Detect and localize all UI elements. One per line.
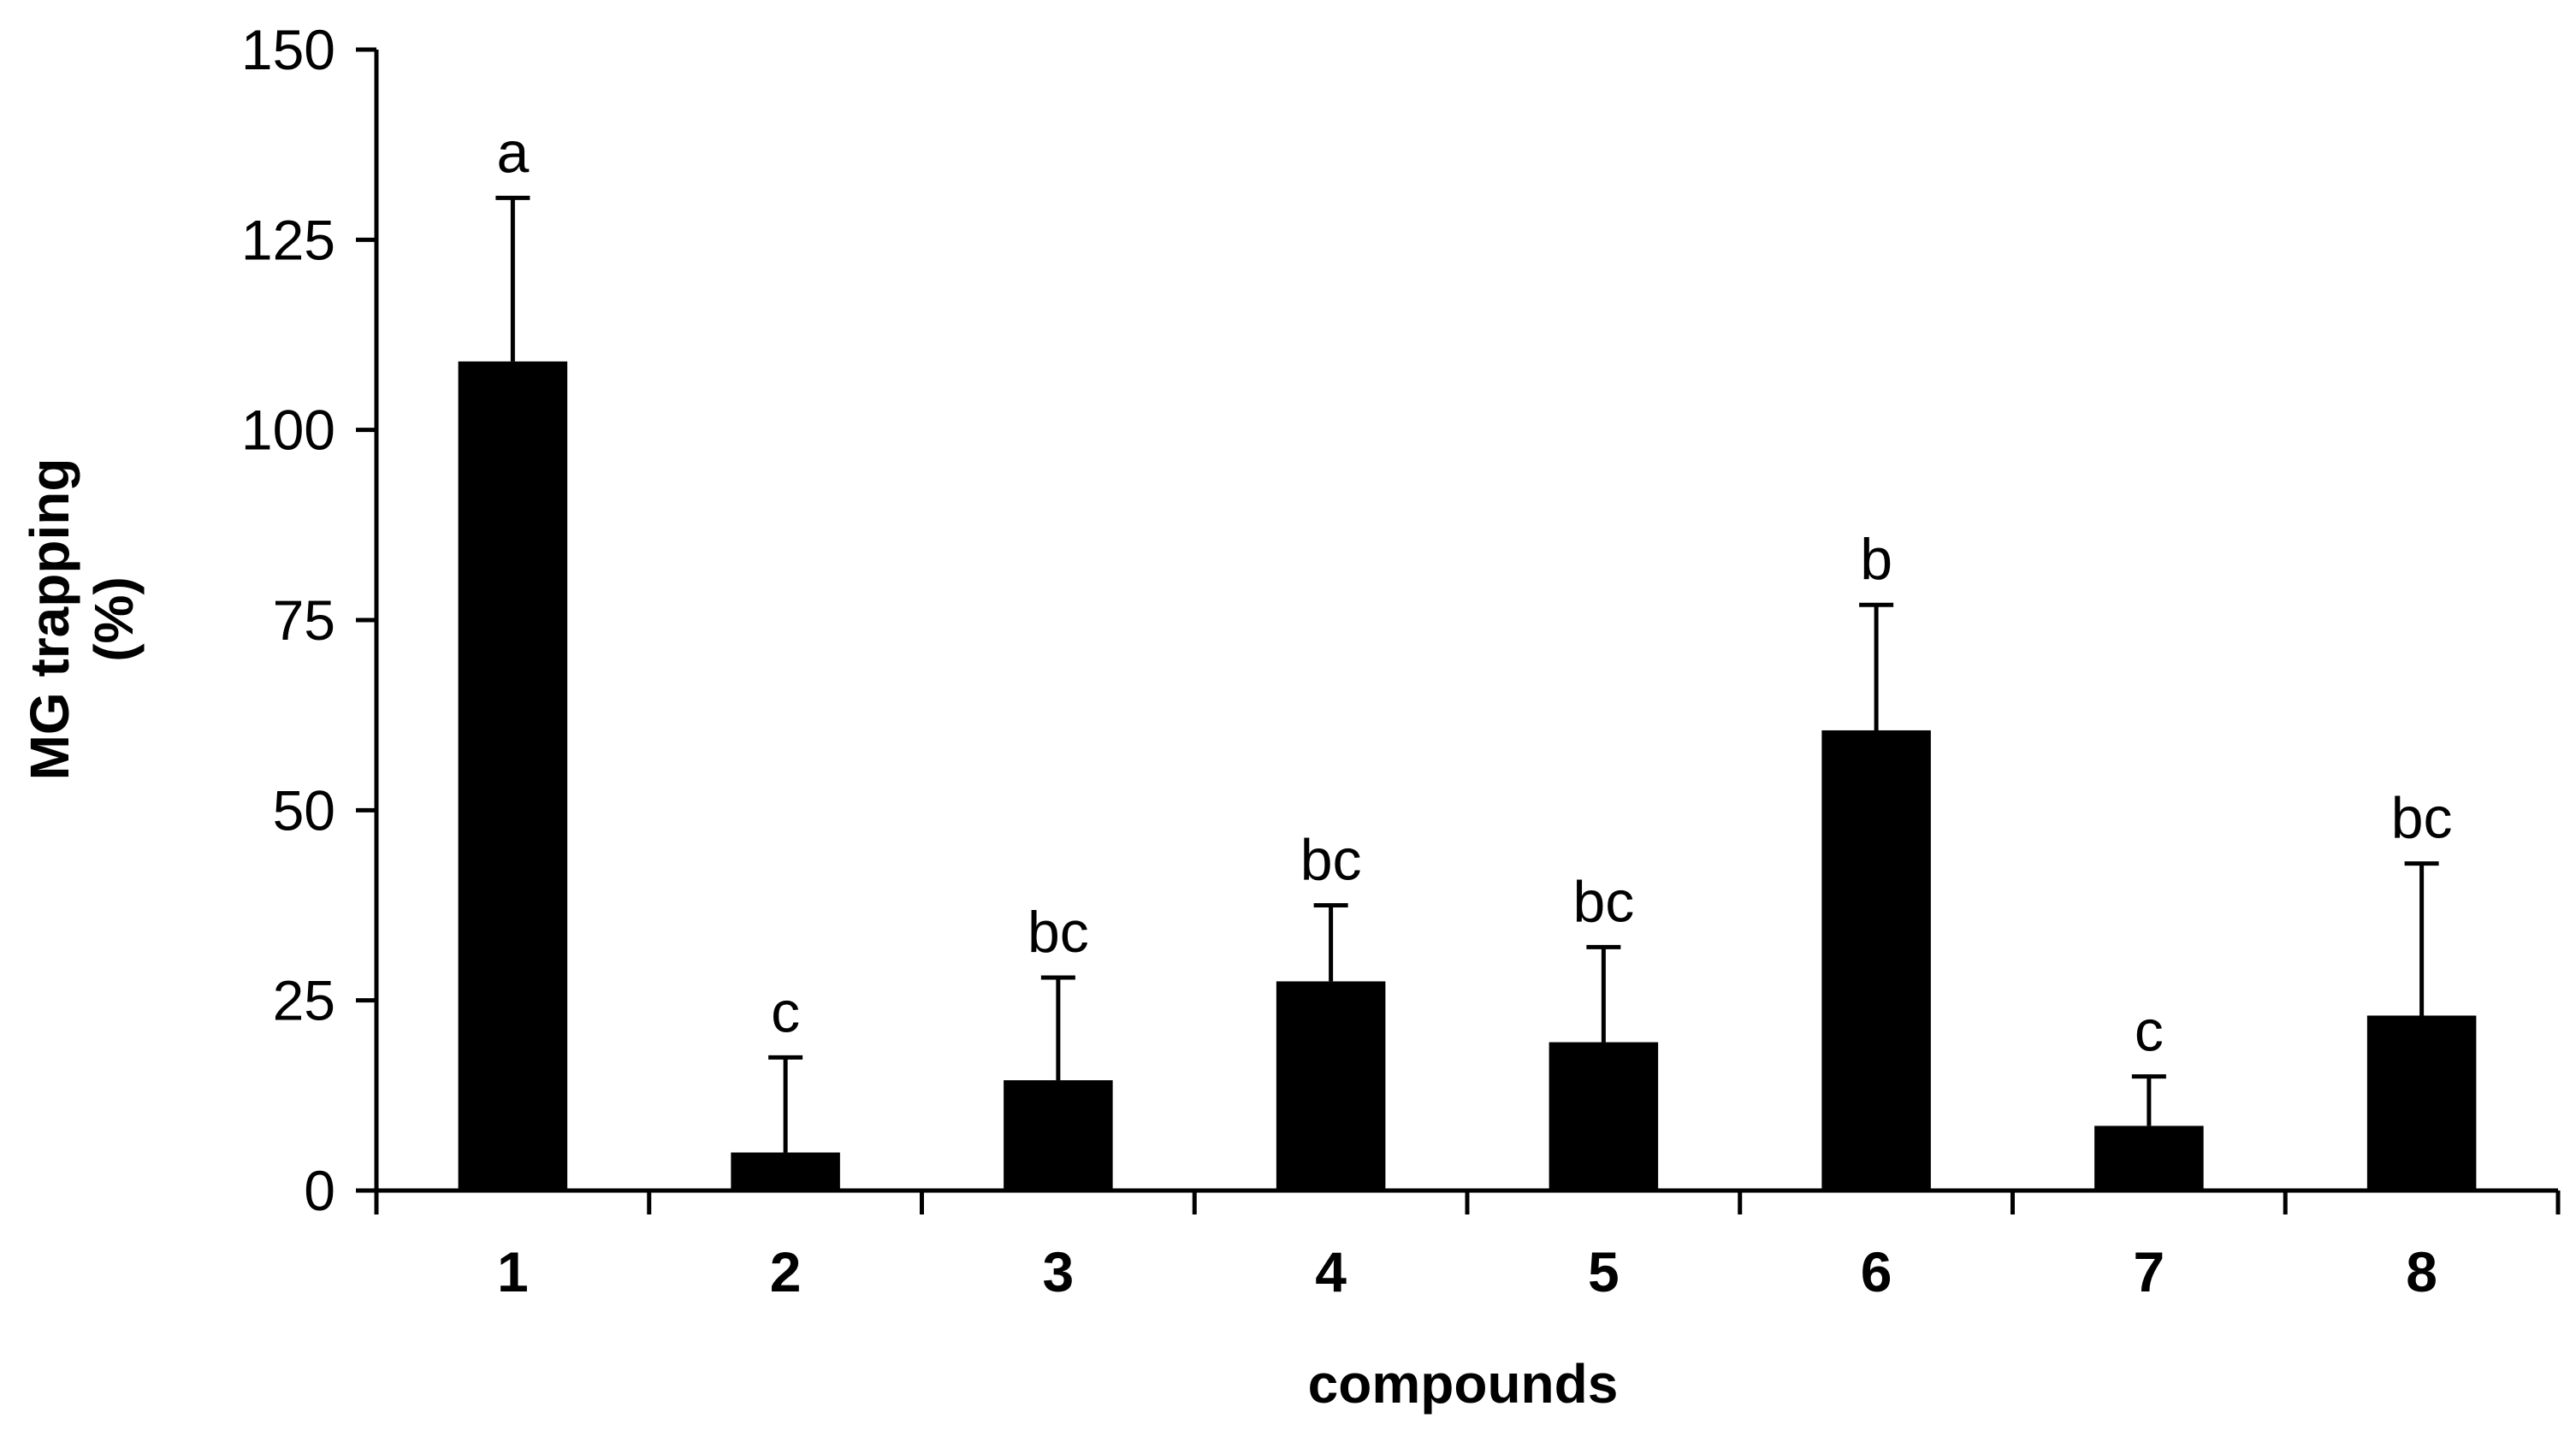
bar bbox=[1821, 730, 1931, 1191]
x-tick-label: 5 bbox=[1588, 1240, 1620, 1303]
x-tick-label: 1 bbox=[497, 1240, 529, 1303]
y-tick-label: 25 bbox=[273, 969, 335, 1032]
y-tick-label: 100 bbox=[241, 399, 335, 462]
y-tick-label: 0 bbox=[304, 1159, 335, 1222]
bar bbox=[2094, 1126, 2204, 1191]
x-axis-title: compounds bbox=[1308, 1353, 1619, 1415]
y-axis-title: MG trapping (%) bbox=[19, 458, 145, 781]
significance-label: bc bbox=[1027, 900, 1089, 965]
significance-label: bc bbox=[2391, 786, 2453, 851]
y-tick-label: 125 bbox=[241, 208, 335, 271]
bar bbox=[2366, 1015, 2477, 1191]
significance-label: b bbox=[1860, 527, 1892, 592]
y-tick-label: 75 bbox=[273, 588, 335, 652]
significance-label: bc bbox=[1572, 869, 1634, 934]
y-axis-title-line-1: MG trapping bbox=[19, 458, 80, 781]
y-tick-label: 50 bbox=[273, 778, 335, 842]
x-tick-label: 7 bbox=[2134, 1240, 2165, 1303]
significance-label: bc bbox=[1300, 828, 1362, 893]
x-tick-label: 8 bbox=[2406, 1240, 2437, 1303]
significance-label: c bbox=[771, 979, 800, 1044]
y-axis-title-line-2: (%) bbox=[83, 576, 145, 662]
significance-label: a bbox=[496, 120, 529, 185]
bar bbox=[1004, 1080, 1113, 1191]
bar bbox=[731, 1152, 840, 1191]
x-tick-label: 3 bbox=[1043, 1240, 1075, 1303]
x-tick-label: 2 bbox=[770, 1240, 802, 1303]
bar bbox=[1549, 1042, 1659, 1191]
bar bbox=[458, 361, 568, 1191]
significance-label: c bbox=[2135, 999, 2164, 1064]
bar bbox=[1276, 981, 1386, 1191]
plot-area: 0 25 50 75 100 125 150 a 1 c 2 bc 3 bc 4 bc 5 b 6 c 7 bc 8 bbox=[241, 18, 2561, 1303]
x-tick-label: 4 bbox=[1315, 1240, 1347, 1303]
x-tick-label: 6 bbox=[1861, 1240, 1892, 1303]
y-tick-label: 150 bbox=[241, 18, 335, 81]
